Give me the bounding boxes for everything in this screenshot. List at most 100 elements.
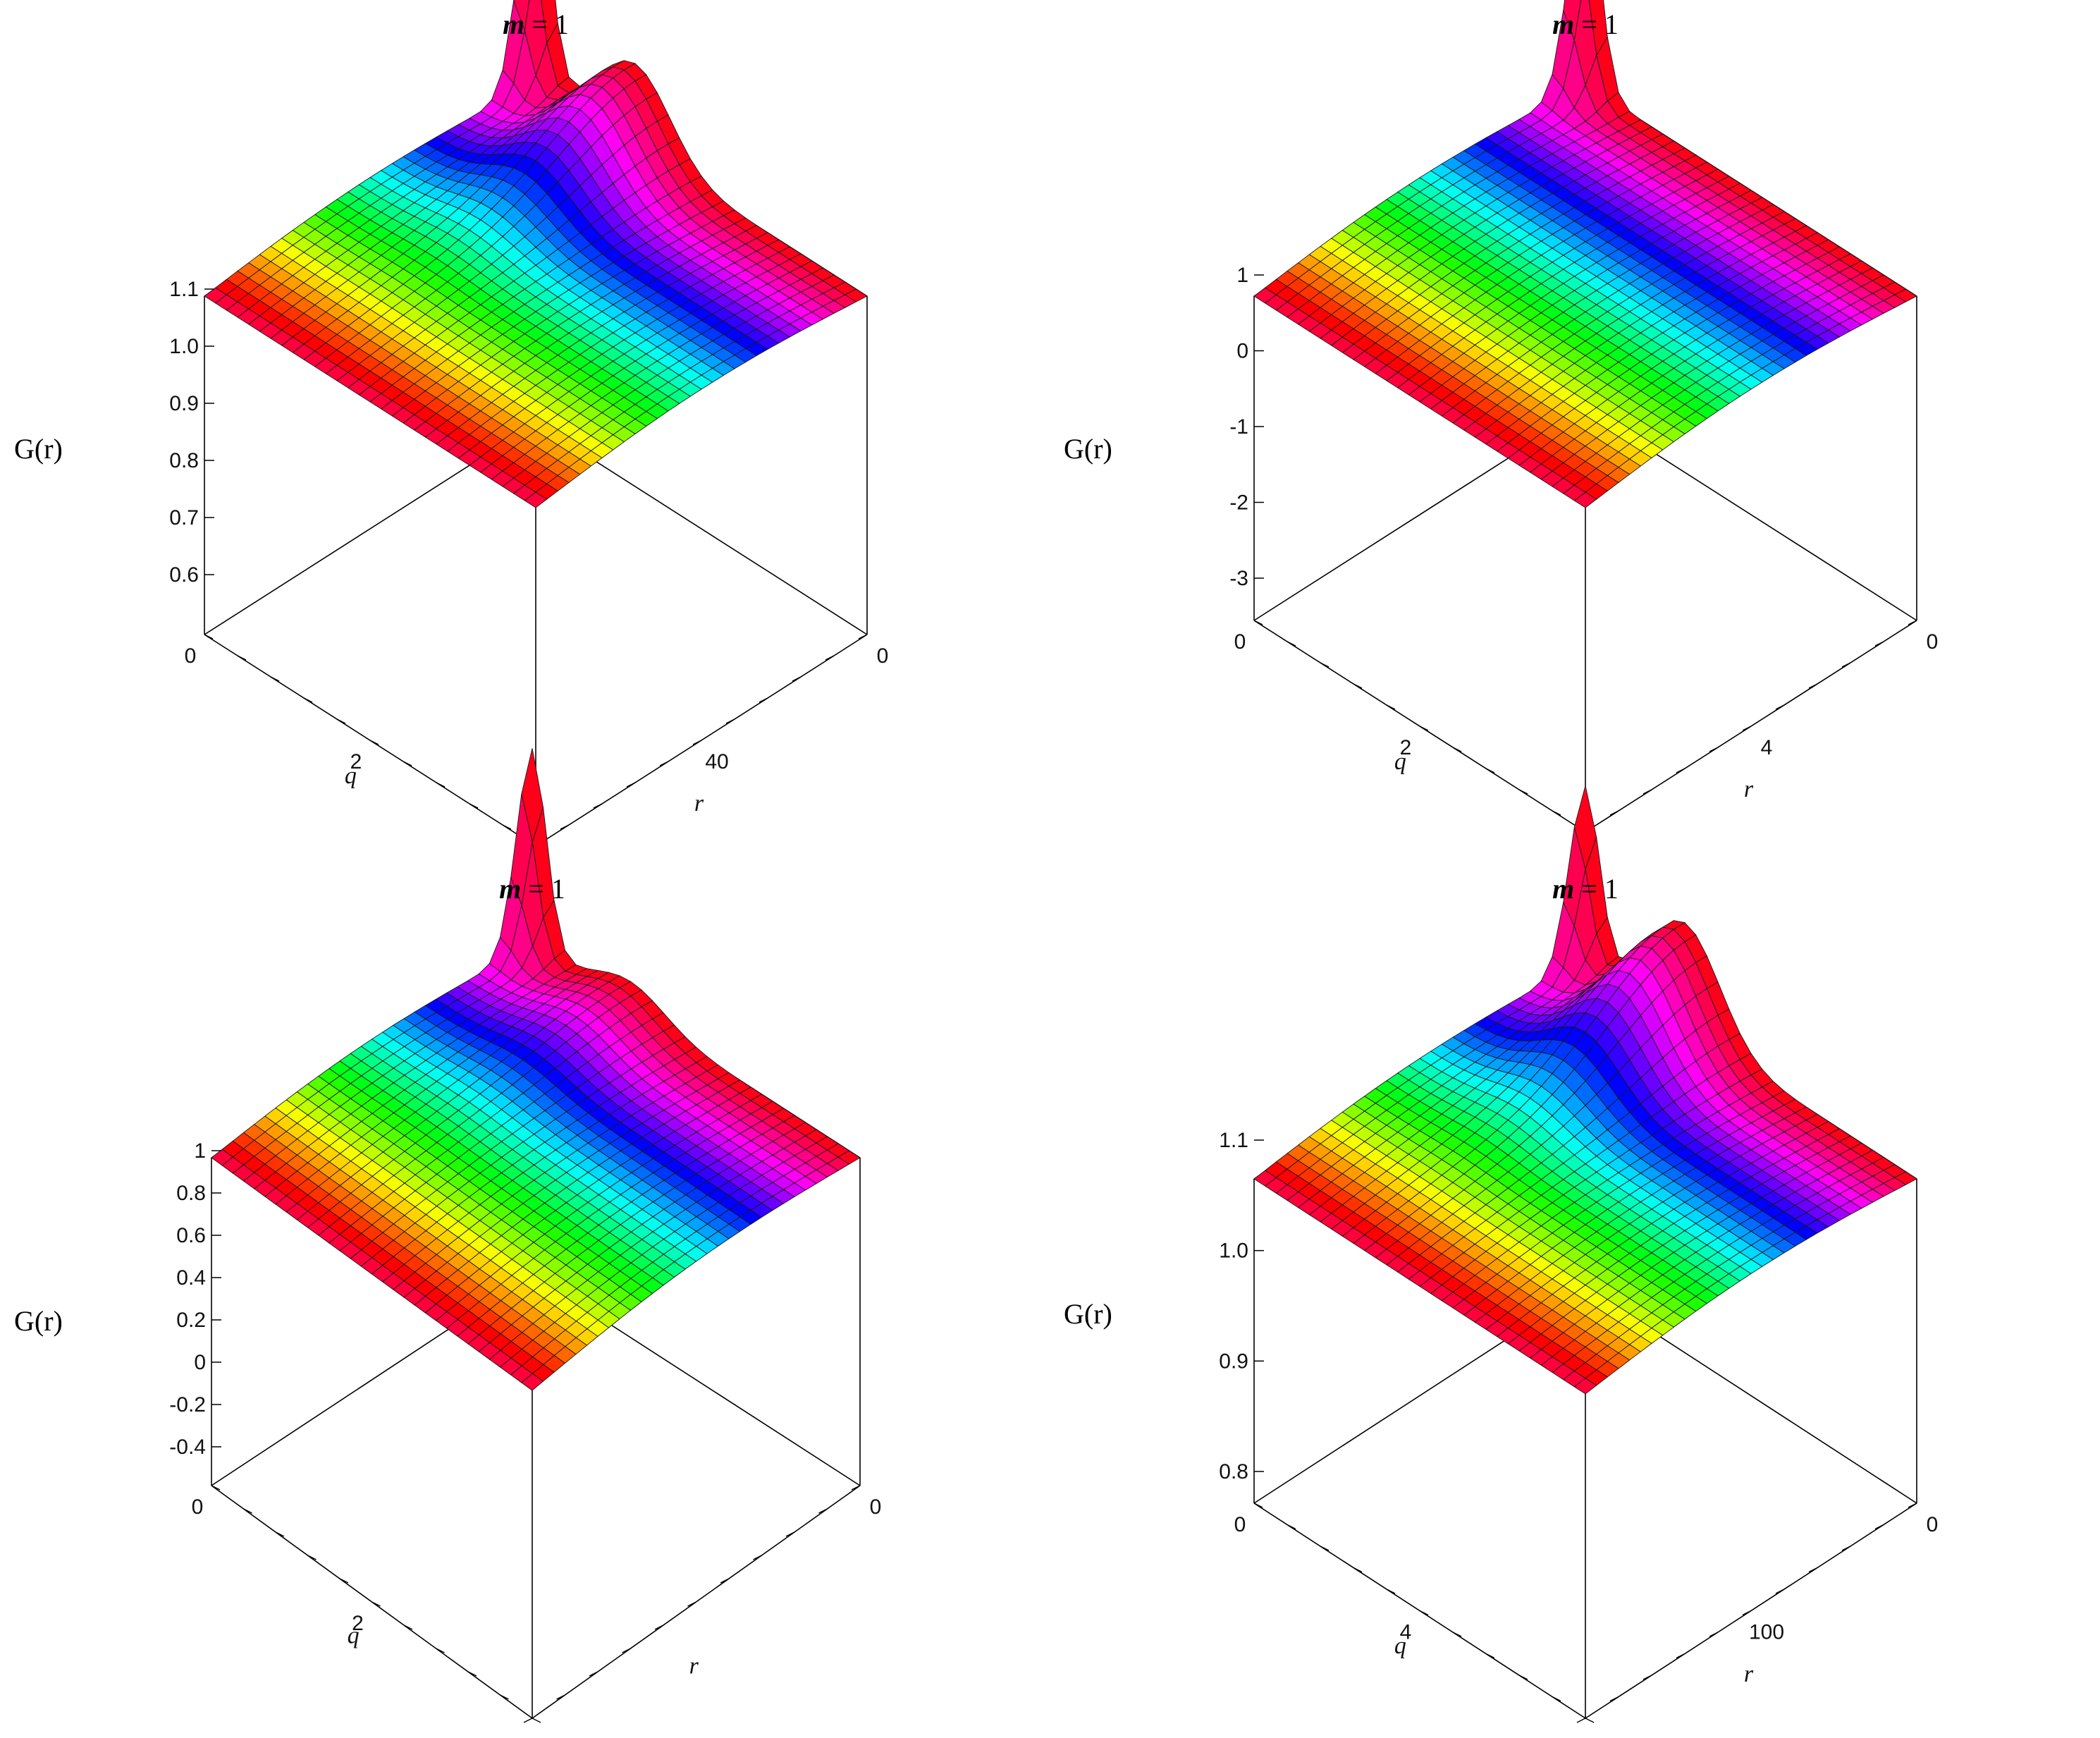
r-tick-mark: [692, 740, 702, 745]
z-tick-label: 1.0: [1219, 1240, 1248, 1263]
title-equation: = 1: [521, 873, 565, 905]
z-tick-label: 1.0: [169, 335, 199, 358]
q-tick-mark: [1320, 1546, 1330, 1551]
r-tick-mark: [1676, 768, 1685, 773]
r-tick-label: 100: [1749, 1621, 1784, 1644]
r-axis-name: r: [1744, 776, 1754, 802]
r-tick-label: 0: [877, 644, 889, 668]
q-tick-mark: [303, 697, 313, 703]
z-tick-label: 0.9: [1219, 1350, 1248, 1373]
r-tick-mark: [1775, 704, 1785, 710]
r-axis-name: r: [689, 1653, 699, 1679]
q-axis-name: q: [1394, 749, 1406, 775]
q-tick-mark: [436, 782, 446, 788]
r-tick-mark: [1609, 1696, 1619, 1702]
q-axis-name: q: [345, 763, 357, 789]
r-axis-name: r: [1744, 1661, 1754, 1687]
q-tick-mark: [1452, 1632, 1462, 1637]
title-equation: = 1: [1574, 8, 1619, 40]
r-axis: 0r: [523, 1485, 882, 1723]
surface: [1253, 0, 1917, 508]
q-tick-mark: [270, 676, 280, 682]
r-tick-mark: [1874, 1524, 1884, 1530]
q-tick-label: 2: [350, 750, 362, 773]
q-tick-mark: [436, 1648, 445, 1653]
z-tick-label: -3: [1229, 567, 1248, 590]
r-tick-mark: [1609, 810, 1619, 816]
q-tick-mark: [307, 1555, 317, 1560]
r-tick-mark: [753, 1555, 762, 1560]
surface: [211, 748, 861, 1391]
z-axis-label: G(r): [14, 433, 63, 465]
z-axis-label: G(r): [14, 1305, 63, 1337]
q-tick-label: 2: [352, 1612, 364, 1635]
q-tick-mark: [1585, 1718, 1595, 1723]
q-tick-mark: [1287, 1524, 1296, 1530]
r-tick-mark: [626, 782, 636, 788]
q-tick-mark: [1353, 683, 1363, 689]
r-tick-mark: [593, 803, 603, 809]
r-tick-mark: [725, 718, 735, 724]
r-tick-mark: [687, 1601, 696, 1607]
r-tick-mark: [1709, 1632, 1719, 1637]
title-equation: = 1: [524, 8, 569, 40]
panel-title: m = 1: [503, 8, 569, 40]
q-tick-mark: [211, 1485, 221, 1491]
panel-4: 1.1 1.0 0.9 0.8 0 4 q 0 100 r m = 1 G(r): [1050, 785, 2099, 1737]
r-tick-mark: [720, 1578, 730, 1584]
q-tick-mark: [1386, 1589, 1396, 1594]
r-tick-mark: [659, 761, 669, 766]
q-tick-mark: [403, 761, 412, 766]
q-tick-mark: [1253, 1503, 1263, 1508]
q-tick-mark: [237, 655, 247, 661]
q-tick-mark: [275, 1531, 285, 1537]
q-axis-name: q: [348, 1623, 360, 1649]
title-variable: m: [503, 8, 524, 40]
q-tick-mark: [1452, 747, 1462, 752]
z-tick-label: -2: [1229, 491, 1248, 515]
q-tick-mark: [403, 1624, 413, 1630]
q-tick-mark: [339, 1578, 349, 1584]
z-tick-label: 1.1: [169, 278, 199, 301]
z-axis: 1 0.8 0.6 0.4 0.2 0 -0.2 -0.4: [169, 1139, 221, 1459]
r-tick-mark: [560, 824, 570, 830]
q-tick-mark: [500, 1694, 509, 1700]
z-tick-label: -0.4: [169, 1436, 206, 1459]
q-tick-mark: [243, 1508, 252, 1514]
title-variable: m: [499, 873, 521, 905]
z-tick-label: 1: [194, 1139, 206, 1163]
panel-2: 1 0 -1 -2 -3 0 2 q 0 4 r m = 1 G(r): [1050, 0, 2099, 869]
q-axis-name: q: [1394, 1633, 1406, 1659]
chart-4-svg: 1.1 1.0 0.9 0.8 0 4q 0 100 r m = 1 G(r): [1064, 785, 1938, 1723]
z-tick-label: 1.1: [1219, 1129, 1248, 1152]
r-tick-mark: [1874, 641, 1884, 647]
chart-1-svg: 1.1 1.0 0.9 0.8 0.7 0.6 0 2q 0 40r m = 1 G(r): [14, 0, 889, 851]
q-axis: 0 2q: [192, 1485, 541, 1723]
r-tick-label: 0: [1927, 630, 1939, 654]
r-tick-label: 0: [870, 1495, 882, 1519]
q-tick-mark: [1386, 704, 1396, 710]
z-tick-label: 0.6: [169, 563, 199, 587]
q-tick-mark: [1419, 1610, 1429, 1616]
r-tick-mark: [818, 1508, 828, 1514]
z-tick-label: 0.8: [1219, 1460, 1248, 1483]
r-axis: 0 4r: [1576, 620, 1939, 837]
r-tick-label: 40: [705, 750, 728, 773]
q-tick-mark: [204, 634, 214, 639]
r-tick-mark: [1808, 683, 1818, 689]
z-tick-label: 0.4: [176, 1266, 206, 1290]
panel-3: 1 0.8 0.6 0.4 0.2 0 -0.2 -0.4 0 2 q 0 r m = 1 G(r): [0, 748, 1050, 1737]
q-tick-mark: [502, 824, 512, 830]
q-tick-mark: [469, 803, 479, 809]
q-tick-mark: [1419, 726, 1429, 731]
q-axis: 0 4q: [1234, 1503, 1595, 1723]
q-tick-label: 0: [185, 644, 197, 668]
r-tick-mark: [1841, 662, 1851, 668]
chart-2-svg: 1 0 -1 -2 -3 0 2q 0 4r m = 1 G(r): [1064, 0, 1939, 837]
r-tick-mark: [1841, 1546, 1851, 1551]
panel-title: m = 1: [499, 873, 565, 905]
z-tick-label: 0.2: [176, 1309, 206, 1332]
q-tick-mark: [372, 1601, 381, 1607]
